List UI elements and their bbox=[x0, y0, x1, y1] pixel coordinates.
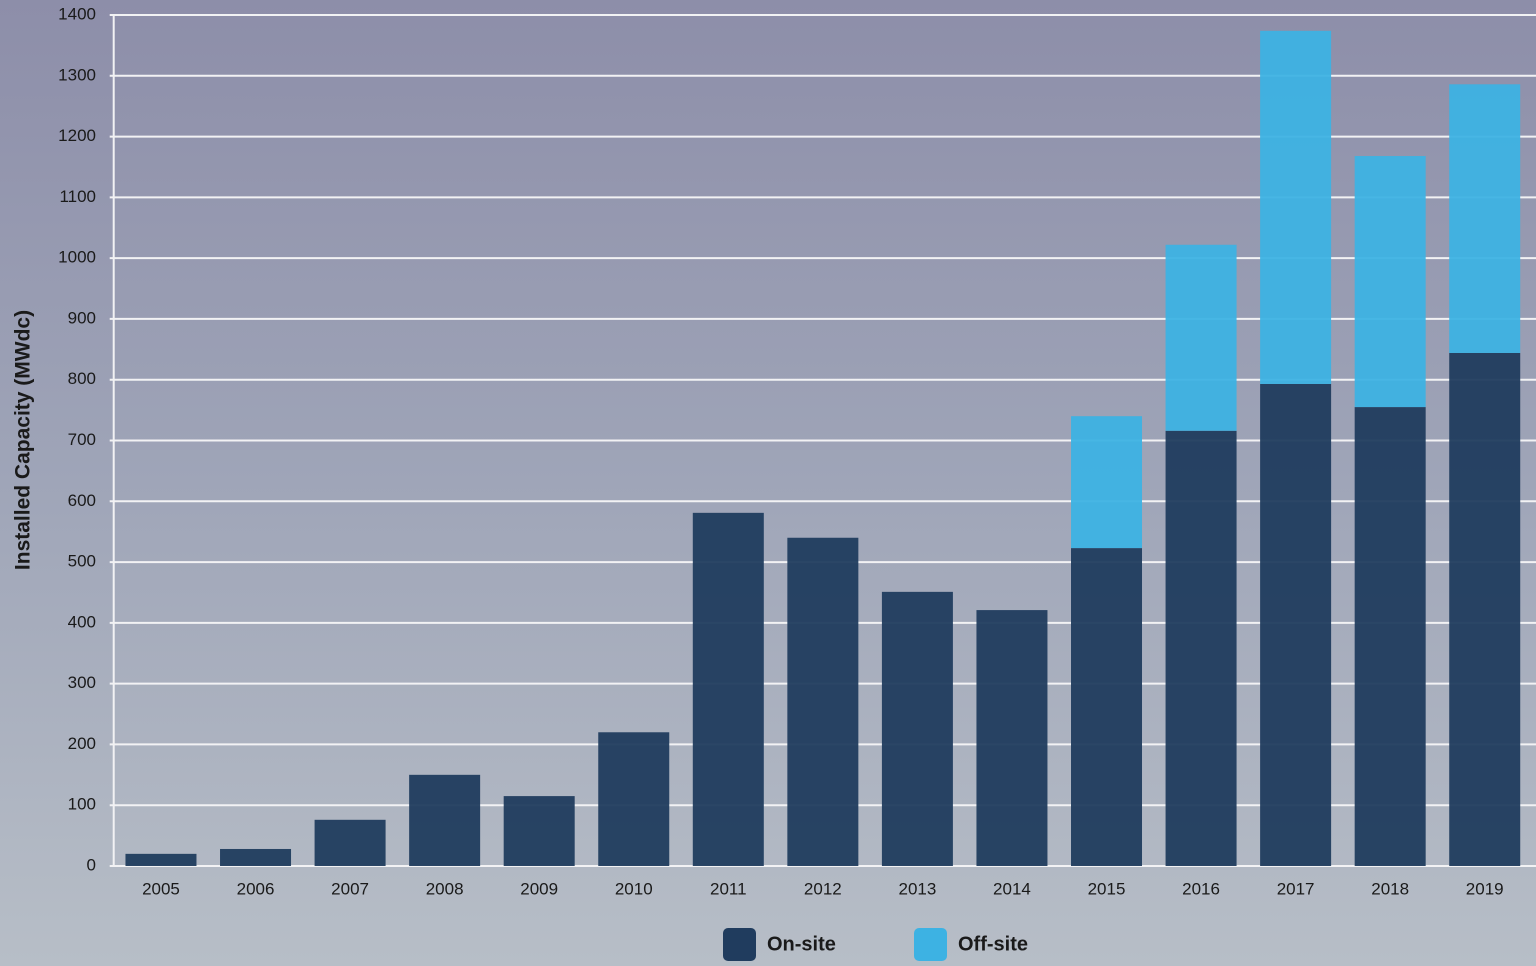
bar-segment bbox=[1071, 416, 1143, 549]
x-tick-label: 2016 bbox=[1182, 879, 1220, 898]
bar-segment bbox=[881, 591, 953, 866]
y-tick-label: 1400 bbox=[58, 4, 96, 23]
bar-segment bbox=[1260, 30, 1332, 384]
y-tick-label: 1100 bbox=[59, 187, 96, 206]
y-tick-label: 300 bbox=[68, 673, 96, 692]
y-tick-label: 1300 bbox=[58, 65, 96, 84]
x-tick-label: 2012 bbox=[804, 879, 842, 898]
y-tick-label: 200 bbox=[68, 734, 96, 753]
bar-segment bbox=[1165, 244, 1237, 431]
bar-segment bbox=[976, 610, 1048, 866]
x-tick-label: 2019 bbox=[1466, 879, 1504, 898]
x-tick-label: 2015 bbox=[1088, 879, 1126, 898]
y-tick-label: 600 bbox=[68, 491, 96, 510]
x-tick-label: 2006 bbox=[237, 879, 275, 898]
bar-segment bbox=[1071, 548, 1143, 866]
bar-segment bbox=[314, 819, 386, 866]
y-tick-label: 100 bbox=[68, 795, 96, 814]
bar-segment bbox=[125, 853, 197, 866]
bar-segment bbox=[1449, 352, 1521, 866]
bar-segment bbox=[1165, 430, 1237, 866]
legend-label: Off-site bbox=[958, 933, 1028, 955]
legend-swatch bbox=[723, 928, 756, 961]
bar-segment bbox=[598, 732, 670, 866]
x-tick-label: 2017 bbox=[1277, 879, 1315, 898]
bar-segment bbox=[1260, 383, 1332, 866]
legend-swatch bbox=[914, 928, 947, 961]
bar-segment bbox=[692, 512, 764, 866]
x-tick-label: 2018 bbox=[1371, 879, 1409, 898]
x-tick-label: 2013 bbox=[898, 879, 936, 898]
x-tick-label: 2010 bbox=[615, 879, 653, 898]
y-tick-label: 900 bbox=[68, 308, 96, 327]
x-tick-label: 2011 bbox=[710, 879, 747, 898]
x-tick-label: 2005 bbox=[142, 879, 180, 898]
bar-segment bbox=[1354, 407, 1426, 866]
x-tick-label: 2007 bbox=[331, 879, 369, 898]
bar-segment bbox=[787, 537, 859, 866]
bar-segment bbox=[1449, 84, 1521, 353]
y-axis-label: Installed Capacity (MWdc) bbox=[12, 310, 35, 570]
y-tick-label: 1000 bbox=[58, 248, 96, 267]
y-tick-label: 700 bbox=[68, 430, 96, 449]
bar-segment bbox=[1354, 156, 1426, 408]
bar-segment bbox=[409, 774, 481, 866]
y-tick-label: 1200 bbox=[58, 126, 96, 145]
x-tick-label: 2008 bbox=[426, 879, 464, 898]
y-tick-label: 0 bbox=[87, 855, 96, 874]
y-tick-label: 400 bbox=[68, 612, 96, 631]
bar-segment bbox=[220, 848, 292, 866]
y-tick-label: 800 bbox=[68, 369, 96, 388]
x-tick-label: 2009 bbox=[520, 879, 558, 898]
y-tick-label: 500 bbox=[68, 552, 96, 571]
bar-segment bbox=[503, 796, 575, 866]
x-tick-label: 2014 bbox=[993, 879, 1031, 898]
legend-label: On-site bbox=[767, 933, 836, 955]
